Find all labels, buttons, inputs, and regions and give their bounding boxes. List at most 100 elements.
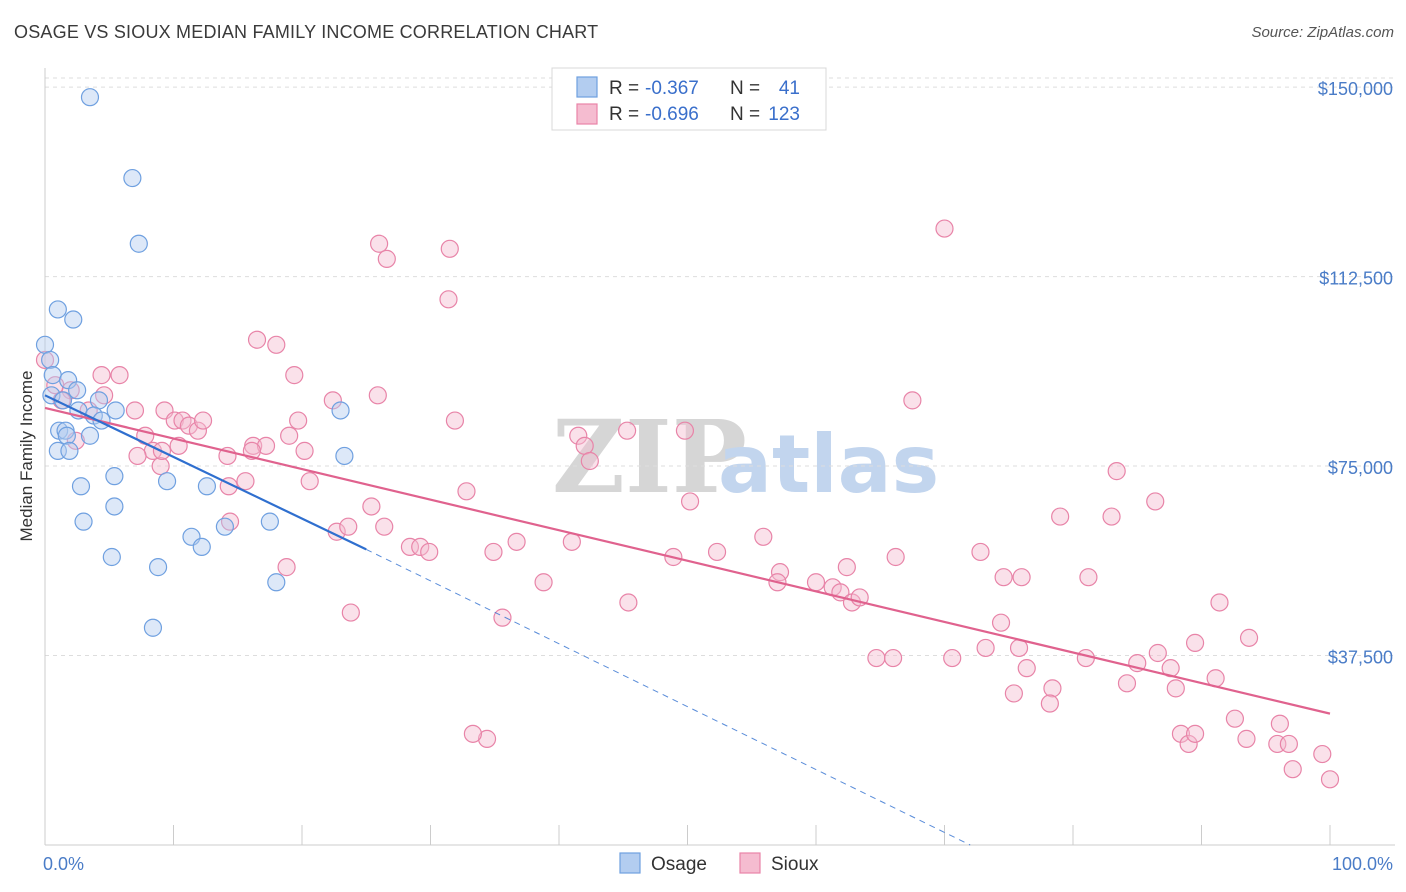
y-tick-label-0: $37,500 [1328, 648, 1393, 668]
sioux-point-54 [618, 421, 637, 440]
sioux-point-42 [339, 517, 358, 536]
osage-point-26 [157, 472, 177, 491]
sioux-point-112 [493, 608, 512, 627]
sioux-point-6 [95, 386, 114, 405]
y-tick-label-2: $112,500 [1319, 269, 1393, 289]
osage-point-32 [215, 517, 234, 536]
sioux-point-27 [295, 441, 314, 460]
legend-r-value-sioux: -0.696 [645, 104, 699, 125]
sioux-point-24 [256, 436, 276, 455]
sioux-point-78 [1102, 507, 1121, 526]
sioux-point-115 [341, 603, 360, 622]
sioux-point-103 [1012, 568, 1031, 587]
sioux-point-106 [886, 547, 905, 567]
sioux-point-18 [128, 446, 147, 466]
sioux-point-110 [619, 593, 638, 612]
sioux-point-35 [377, 249, 396, 268]
osage-point-18 [57, 426, 76, 445]
sioux-point-14 [188, 421, 208, 440]
osage-trend-line [44, 394, 367, 551]
sioux-point-101 [1079, 568, 1098, 587]
chart-title: OSAGE VS SIOUX MEDIAN FAMILY INCOME CORR… [14, 22, 599, 42]
sioux-point-36 [440, 239, 459, 258]
sioux-point-85 [1179, 734, 1198, 754]
legend-n-label-osage: N = [730, 78, 760, 99]
axes [44, 68, 1395, 846]
sioux-point-69 [971, 542, 990, 562]
sioux-point-70 [976, 638, 995, 658]
sioux-point-105 [935, 219, 954, 238]
osage-point-4 [64, 310, 83, 329]
sioux-point-96 [1283, 760, 1302, 779]
correlation-legend: R = -0.367 N = 41 R = -0.696 N = 123 [551, 67, 827, 131]
osage-point-34 [192, 537, 211, 556]
sioux-point-86 [1185, 724, 1205, 743]
sioux-point-22 [236, 472, 255, 491]
sioux-point-68 [943, 648, 962, 668]
sioux-point-67 [903, 391, 922, 410]
sioux-point-31 [285, 366, 304, 385]
sioux-point-98 [1185, 633, 1205, 652]
sioux-point-30 [247, 330, 267, 349]
sioux-point-94 [1313, 744, 1332, 764]
sioux-point-44 [375, 517, 394, 536]
osage-point-28 [197, 477, 217, 496]
sioux-trend-line [44, 406, 1331, 715]
sioux-point-48 [484, 542, 503, 562]
sioux-point-60 [806, 573, 826, 592]
legend-r-label-osage: R = [609, 78, 639, 99]
x-tick-label-0: 0.0% [43, 854, 84, 874]
bottom-legend-label-sioux: Sioux [771, 854, 819, 875]
sioux-point-83 [1166, 679, 1185, 698]
y-tick-label-3: $150,000 [1318, 79, 1393, 99]
osage-point-19 [80, 426, 100, 445]
osage-point-12 [89, 391, 109, 410]
sioux-point-76 [1040, 694, 1059, 713]
osage-point-1 [123, 168, 142, 188]
osage-point-24 [335, 446, 354, 466]
sioux-point-45 [400, 537, 420, 556]
sioux-point-4 [92, 366, 111, 385]
sioux-point-40 [300, 472, 319, 491]
y-tick-label-1: $75,000 [1328, 458, 1393, 478]
sioux-point-92 [1270, 714, 1289, 733]
sioux-point-46 [411, 537, 430, 556]
sioux-point-102 [1051, 507, 1070, 526]
series-sioux [35, 219, 1340, 789]
series-osage [35, 88, 354, 637]
osage-point-7 [43, 366, 62, 385]
osage-point-8 [59, 371, 78, 390]
osage-trend-extension [366, 548, 971, 846]
sioux-point-81 [1148, 643, 1167, 663]
sioux-point-108 [707, 542, 727, 562]
sioux-point-32 [323, 391, 342, 410]
sioux-point-52 [575, 436, 594, 455]
sioux-point-100 [1117, 674, 1137, 693]
sioux-point-89 [1225, 709, 1245, 728]
osage-point-22 [106, 401, 125, 420]
sioux-point-5 [110, 366, 129, 385]
legend-r-value-osage: -0.367 [645, 78, 699, 99]
legend-box [551, 67, 827, 131]
osage-point-9 [68, 381, 87, 400]
watermark-zip: ZIP [552, 398, 747, 516]
sioux-point-11 [165, 411, 184, 430]
sioux-point-99 [1146, 492, 1165, 511]
y-axis-title: Median Family Income [17, 370, 36, 541]
sioux-point-90 [1237, 729, 1256, 748]
sioux-point-74 [1017, 659, 1036, 678]
sioux-point-57 [754, 527, 773, 546]
series-legend: Osage Sioux [619, 852, 819, 875]
osage-point-21 [60, 441, 79, 460]
source-label: Source: ZipAtlas.com [1251, 24, 1394, 41]
sioux-point-114 [463, 724, 483, 743]
sioux-point-88 [1210, 593, 1229, 612]
sioux-point-104 [991, 613, 1011, 632]
sioux-point-95 [1320, 770, 1340, 789]
sioux-point-113 [477, 729, 497, 748]
osage-point-38 [143, 618, 163, 637]
x-tick-labels: 0.0% 100.0% [43, 854, 1393, 874]
osage-point-27 [71, 477, 91, 496]
legend-r-label-sioux: R = [609, 104, 639, 125]
osage-point-0 [80, 88, 100, 107]
